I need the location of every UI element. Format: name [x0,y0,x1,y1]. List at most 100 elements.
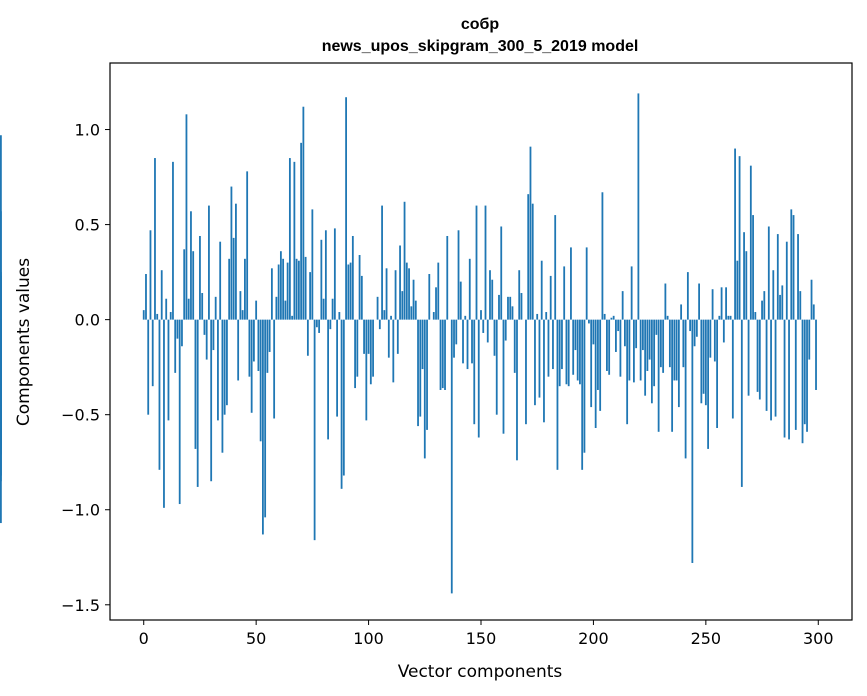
bar [722,319,725,343]
bar [338,312,341,320]
bar [792,215,795,320]
bar [812,304,815,320]
bar [549,275,552,320]
bar [727,315,730,320]
bar [349,262,352,320]
bar [264,319,267,518]
bar [178,319,181,505]
bar [491,279,494,320]
bar [633,319,635,383]
bar [772,270,775,320]
bar [525,319,527,425]
bar [608,319,611,375]
bar [644,319,647,396]
bar [592,319,595,345]
bar [471,319,473,364]
bar [668,319,671,368]
bar [653,319,656,387]
bar [581,319,584,470]
bar [790,209,793,320]
bar [612,315,615,320]
bar [405,262,408,320]
bar [295,258,298,320]
bar [372,319,374,377]
bar [509,296,512,320]
bar [331,298,334,320]
bar [313,319,316,541]
x-tick-label: 150 [466,629,497,648]
bar [410,306,413,320]
bar [230,186,233,320]
bar [165,298,168,320]
x-tick-label: 250 [691,629,722,648]
bar [257,319,260,371]
bar [547,319,550,377]
bar [403,201,406,320]
bar [770,319,772,421]
bar [0,135,2,320]
bar [426,319,428,430]
bar [785,241,788,320]
bar [390,315,392,320]
bar [752,215,754,320]
bar [286,262,289,320]
bar [597,319,599,390]
bar [797,234,799,320]
bar [763,291,766,320]
bar [788,319,790,440]
bar [322,298,325,320]
bar [628,319,631,381]
bar [480,310,482,320]
bar [208,205,210,320]
bar [367,319,370,354]
bar [680,304,683,320]
bar [419,319,422,417]
bar [408,268,410,320]
bar [516,319,518,461]
bar [351,235,354,320]
bar [650,319,653,404]
bar [563,266,566,320]
bar [466,319,469,370]
bar [149,230,152,320]
bar [594,319,597,428]
bar [648,319,651,360]
bar [606,319,608,371]
bar [673,319,676,381]
bar [306,319,309,356]
bar [0,319,2,385]
bar [702,319,705,394]
bar [500,226,503,320]
bar [446,235,449,320]
bar [154,158,156,320]
bar [725,287,727,320]
bar [621,291,624,320]
bar [740,319,743,487]
bar [414,300,417,320]
bar [599,319,602,411]
bar [192,251,195,320]
bar [588,319,590,324]
bar [203,319,206,335]
bar [617,319,620,332]
bar [570,247,572,320]
bar [558,319,561,387]
bar [288,158,291,320]
bar [439,319,442,390]
bar [226,319,228,406]
bar [399,245,401,320]
bar [536,313,539,320]
bar [527,194,530,320]
bar [803,319,806,425]
bar [486,319,489,343]
bar [244,258,246,320]
bar [412,279,415,320]
bar [201,293,204,320]
bar [273,319,276,419]
bar [385,268,388,320]
plot-frame [109,62,853,621]
bar [336,319,338,417]
bar [475,205,478,320]
bar [453,319,455,358]
bar [545,312,548,320]
